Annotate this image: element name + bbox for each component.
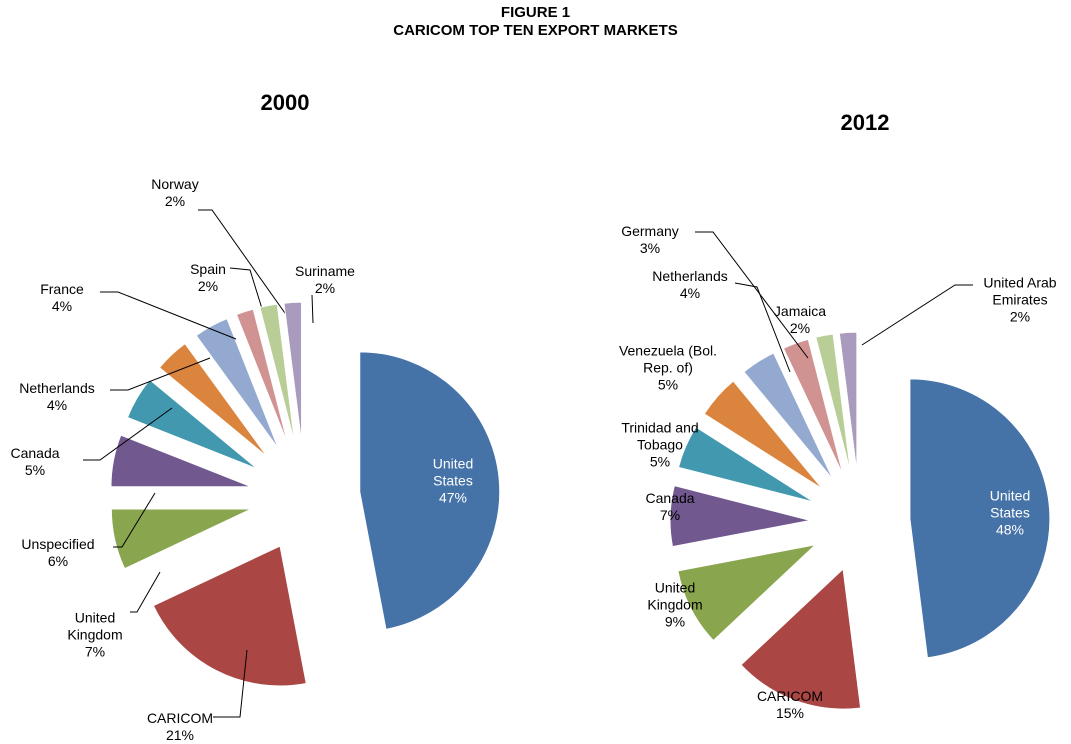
category-label: Suriname [295, 263, 355, 279]
data-label: Netherlands 4% [19, 380, 95, 414]
pie-slice [195, 317, 279, 450]
leader-line [861, 284, 973, 346]
pie-slice [838, 331, 858, 473]
data-label: Canada 5% [10, 445, 59, 479]
category-label: Canada [645, 490, 695, 506]
pie-slice [740, 568, 862, 710]
value-label: 3% [639, 240, 661, 256]
leader-line [113, 492, 156, 548]
leader-line [130, 571, 161, 613]
pie-title: 2000 [260, 90, 310, 115]
pie-slice [110, 508, 252, 570]
category-label: Venezuela (Bol. Rep. of) [618, 342, 718, 376]
leader-line [198, 209, 293, 324]
pie-slice [677, 426, 815, 503]
data-label: United States 47% [418, 456, 488, 507]
pie-slice [126, 379, 258, 470]
leader-line [100, 291, 237, 340]
pie-slice [703, 380, 823, 490]
pie-slice [782, 338, 844, 476]
pie-slice [110, 434, 252, 488]
value-label: 4% [679, 285, 701, 301]
data-label: Unspecified 6% [21, 536, 94, 570]
category-label: Netherlands [19, 380, 95, 396]
category-label: United States [432, 455, 474, 489]
category-label: Trinidad and Tobago [621, 419, 699, 453]
value-label: 47% [438, 489, 468, 506]
value-label: 2% [789, 320, 811, 336]
data-label: CARICOM 21% [147, 710, 213, 744]
value-label: 4% [46, 397, 68, 413]
leader-line [311, 294, 314, 324]
value-label: 2% [1009, 308, 1031, 325]
value-label: 2% [164, 193, 186, 209]
value-label: 6% [47, 553, 69, 569]
data-label: United Kingdom 7% [60, 610, 130, 661]
value-label: 2% [197, 278, 219, 294]
data-label: Norway 2% [151, 176, 198, 210]
leader-line [213, 649, 248, 718]
pie-slice [359, 351, 501, 630]
value-label: 5% [649, 453, 671, 470]
pie-slice [235, 308, 289, 445]
pie-slice [677, 543, 818, 642]
data-label: United Kingdom 9% [640, 580, 710, 631]
category-label: United Kingdom [647, 579, 703, 613]
value-label: 15% [775, 705, 805, 721]
category-label: United Arab Emirates [983, 274, 1057, 308]
data-label: United Arab Emirates 2% [970, 275, 1070, 326]
value-label: 7% [659, 507, 681, 523]
pie-slice [743, 352, 834, 481]
category-label: Jamaica [773, 303, 827, 319]
data-label: Trinidad and Tobago 5% [610, 420, 710, 471]
value-label: 4% [51, 298, 73, 314]
data-label: Spain 2% [190, 261, 226, 295]
data-label: CARICOM 15% [757, 688, 823, 722]
category-label: Germany [621, 223, 679, 239]
category-label: Norway [151, 176, 199, 192]
pie-slice [669, 485, 811, 548]
pie-slice [259, 303, 296, 444]
value-label: 21% [165, 727, 195, 743]
data-label: Canada 7% [645, 490, 694, 524]
pie-slice [815, 333, 852, 474]
data-label: Germany 3% [621, 223, 679, 257]
pie-title: 2012 [840, 110, 890, 135]
category-label: United Kingdom [67, 609, 123, 643]
category-label: CARICOM [146, 710, 214, 726]
category-label: Spain [190, 261, 226, 277]
data-label: Venezuela (Bol. Rep. of) 5% [618, 343, 718, 394]
value-label: 48% [995, 521, 1025, 538]
category-label: Canada [10, 445, 60, 461]
figure-title: FIGURE 1 [500, 4, 571, 21]
data-label: Netherlands 4% [652, 268, 728, 302]
value-label: 2% [314, 280, 336, 296]
leader-line [734, 282, 791, 373]
category-label: United States [989, 487, 1031, 521]
leader-line [110, 357, 211, 391]
data-label: France 4% [40, 281, 84, 315]
category-label: Netherlands [652, 268, 728, 284]
value-label: 5% [657, 376, 679, 393]
data-label: Suriname 2% [295, 263, 355, 297]
data-label: United States 48% [975, 488, 1045, 539]
value-label: 9% [664, 613, 686, 630]
pie-slice [152, 545, 307, 687]
leader-line [83, 407, 173, 461]
pie-slice [158, 342, 268, 458]
value-label: 5% [24, 462, 46, 478]
pie-slice [909, 378, 1051, 659]
data-label: Jamaica 2% [774, 303, 826, 337]
category-label: CARICOM [756, 688, 824, 704]
leader-line [695, 231, 809, 359]
value-label: 7% [84, 643, 106, 660]
figure-subtitle: CARICOM TOP TEN EXPORT MARKETS [393, 22, 678, 39]
category-label: Unspecified [21, 536, 95, 552]
pie-slice [283, 301, 303, 443]
category-label: France [40, 281, 84, 297]
